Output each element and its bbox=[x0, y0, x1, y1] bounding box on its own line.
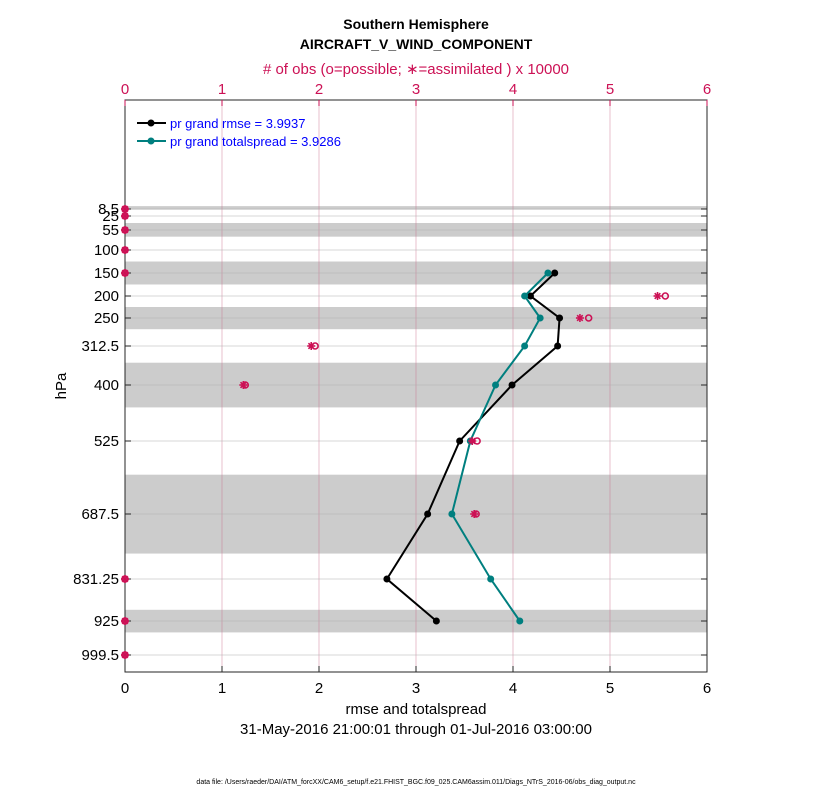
obs-assimilated-1 bbox=[121, 212, 129, 220]
x-axis-label: rmse and totalspread bbox=[346, 701, 487, 718]
rmse-point-4 bbox=[508, 381, 516, 389]
legend-spread-label: pr grand totalspread = 3.9286 bbox=[170, 134, 341, 149]
obs-assimilated-stroke-7-3 bbox=[307, 342, 315, 350]
top-axis-label: # of obs (o=possible; ∗=assimilated ) x … bbox=[263, 61, 569, 78]
x-tick-label-1: 1 bbox=[218, 680, 226, 697]
obs-assimilated-5 bbox=[653, 292, 662, 300]
obs-layer bbox=[121, 205, 670, 659]
obs-assimilated-stroke-10-3 bbox=[470, 510, 478, 518]
rmse-point-1 bbox=[526, 292, 534, 300]
obs-assimilated-stroke-11-3 bbox=[121, 575, 129, 583]
obs-assimilated-stroke-2-3 bbox=[121, 226, 129, 234]
obs-possible-5 bbox=[661, 292, 670, 300]
series-layer bbox=[383, 269, 564, 625]
obs-assimilated-3 bbox=[121, 246, 129, 254]
obs-assimilated-stroke-12-3 bbox=[121, 617, 129, 625]
top-x-axis: 0 1 2 3 4 5 6 bbox=[121, 81, 711, 106]
obs-assimilated-4 bbox=[121, 269, 129, 277]
y-tick-label-11: 831.25 bbox=[73, 571, 119, 588]
y-tick-label-1: 25 bbox=[102, 208, 119, 225]
spread-point-4 bbox=[492, 381, 500, 389]
y-tick-label-12: 925 bbox=[94, 613, 119, 630]
legend: pr grand rmse = 3.9937 pr grand totalspr… bbox=[137, 116, 341, 149]
y-tick-label-8: 400 bbox=[94, 377, 119, 394]
obs-assimilated-7 bbox=[307, 342, 316, 350]
obs-assimilated-stroke-13-3 bbox=[121, 651, 129, 659]
top-tick-label-0: 0 bbox=[121, 81, 129, 98]
spread-point-8 bbox=[516, 617, 524, 625]
x-tick-label-6: 6 bbox=[703, 680, 711, 697]
rmse-point-3 bbox=[554, 342, 562, 350]
top-tick-label-5: 5 bbox=[606, 81, 614, 98]
obs-possible-6 bbox=[584, 314, 593, 322]
spread-point-6 bbox=[448, 510, 456, 518]
y-axis-label: hPa bbox=[53, 372, 70, 399]
spread-point-0 bbox=[544, 269, 552, 277]
obs-assimilated-6 bbox=[575, 314, 584, 322]
legend-rmse-marker bbox=[147, 119, 155, 127]
y-tick-label-3: 100 bbox=[94, 242, 119, 259]
obs-assimilated-stroke-8-3 bbox=[239, 381, 247, 389]
top-tick-label-2: 2 bbox=[315, 81, 323, 98]
y-tick-label-5: 200 bbox=[94, 288, 119, 305]
rmse-point-0 bbox=[551, 269, 559, 277]
rmse-point-5 bbox=[456, 437, 464, 445]
obs-assimilated-12 bbox=[121, 617, 129, 625]
chart-title: Southern Hemisphere bbox=[343, 16, 489, 32]
rmse-point-8 bbox=[432, 617, 440, 625]
legend-spread-marker bbox=[147, 137, 155, 145]
obs-assimilated-10 bbox=[470, 510, 479, 518]
obs-assimilated-8 bbox=[239, 381, 248, 389]
spread-point-7 bbox=[487, 575, 495, 583]
rmse-point-6 bbox=[424, 510, 432, 518]
legend-rmse-label: pr grand rmse = 3.9937 bbox=[170, 116, 306, 131]
x-tick-label-4: 4 bbox=[509, 680, 517, 697]
rmse-point-2 bbox=[556, 314, 564, 322]
obs-assimilated-stroke-6-3 bbox=[576, 314, 584, 322]
date-range: 31-May-2016 21:00:01 through 01-Jul-2016… bbox=[240, 721, 592, 738]
chart-subtitle: AIRCRAFT_V_WIND_COMPONENT bbox=[300, 36, 533, 52]
y-tick-label-10: 687.5 bbox=[81, 506, 119, 523]
rmse-point-7 bbox=[383, 575, 391, 583]
top-tick-label-3: 3 bbox=[412, 81, 420, 98]
obs-assimilated-stroke-1-3 bbox=[121, 212, 129, 220]
top-tick-label-6: 6 bbox=[703, 81, 711, 98]
obs-assimilated-stroke-0-3 bbox=[121, 205, 129, 213]
x-axis: 0 1 2 3 4 5 6 bbox=[121, 666, 711, 697]
y-tick-label-0: 8.5 bbox=[98, 201, 119, 218]
obs-assimilated-stroke-4-3 bbox=[121, 269, 129, 277]
obs-assimilated-9 bbox=[468, 437, 477, 445]
y-tick-label-2: 55 bbox=[102, 222, 119, 239]
y-tick-label-6: 250 bbox=[94, 310, 119, 327]
obs-assimilated-stroke-3-3 bbox=[121, 246, 129, 254]
obs-assimilated-2 bbox=[121, 226, 129, 234]
x-tick-label-5: 5 bbox=[606, 680, 614, 697]
obs-assimilated-13 bbox=[121, 651, 129, 659]
spread-point-3 bbox=[521, 342, 529, 350]
y-tick-label-9: 525 bbox=[94, 433, 119, 450]
obs-assimilated-stroke-5-3 bbox=[654, 292, 661, 300]
y-tick-label-13: 999.5 bbox=[81, 647, 119, 664]
obs-assimilated-stroke-9-3 bbox=[468, 437, 476, 445]
spread-point-1 bbox=[521, 292, 529, 300]
footnote: data file: /Users/raeder/DAI/ATM_forcXX/… bbox=[196, 779, 636, 786]
y-tick-label-7: 312.5 bbox=[81, 338, 119, 355]
obs-assimilated-0 bbox=[121, 205, 129, 213]
x-tick-label-2: 2 bbox=[315, 680, 323, 697]
spread-point-2 bbox=[536, 314, 544, 322]
x-tick-label-3: 3 bbox=[412, 680, 420, 697]
top-tick-label-1: 1 bbox=[218, 81, 226, 98]
x-tick-label-0: 0 bbox=[121, 680, 129, 697]
obs-assimilated-11 bbox=[121, 575, 129, 583]
y-tick-label-4: 150 bbox=[94, 265, 119, 282]
top-tick-label-4: 4 bbox=[509, 81, 517, 98]
